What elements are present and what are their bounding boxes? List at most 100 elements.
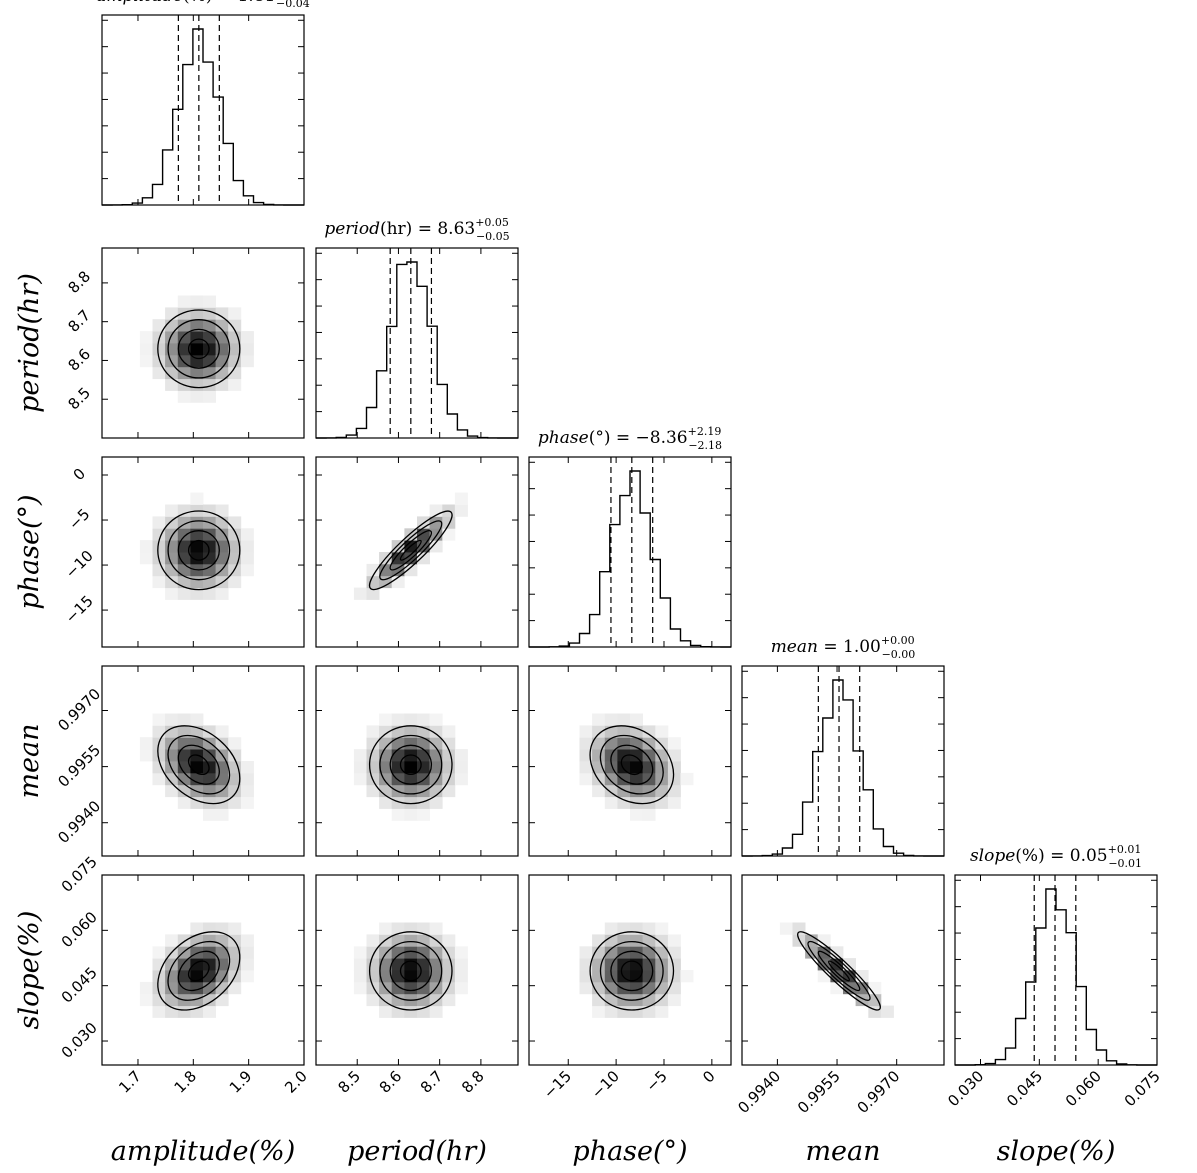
density-cell [203,354,216,368]
contour-level-1 [827,960,851,982]
density-cell [454,504,468,517]
density-cell [165,713,179,726]
density-cell [203,1005,216,1018]
density-cell [190,1005,204,1018]
density-frame [101,456,305,648]
density-cell [655,993,669,1007]
y-tick-label-period: 8.7 [64,306,94,336]
density-cell [642,761,656,774]
density-cell [177,504,191,517]
contour-level-2 [177,328,220,369]
density-cell [642,934,656,947]
density-cell [417,1005,430,1018]
density-cell [667,761,681,774]
contour-level-1 [399,539,422,561]
density-cell [655,761,669,774]
density-cell [442,934,456,947]
density-cell [228,319,242,332]
density-cell [667,737,681,750]
density-cell [203,993,216,1007]
density-cell [240,331,254,344]
density-cell [454,946,468,959]
density-cell [203,307,216,320]
density-cell [604,772,618,786]
density-cell [152,575,166,589]
density-cell [417,552,430,565]
density-cell [429,516,443,529]
density-cell [139,749,153,762]
title-minus-error: −0.00 [882,648,916,661]
density-cell [177,761,191,774]
density-cell [442,725,456,738]
density-cell [203,946,216,959]
histogram-frame [954,874,1158,1066]
density-cell [429,761,443,774]
density-cell [655,981,669,995]
density-cell [630,981,643,995]
title-text-period: period(hr) = 8.63+0.05 −0.05 [324,216,509,243]
density-cell [215,970,229,983]
density-cell [830,946,844,959]
title-median: 0.05 [1070,846,1108,866]
density-cell [617,737,631,750]
density-cell [830,981,844,995]
density-cell [190,540,204,553]
density-cell [152,540,166,553]
density-cell [379,993,393,1007]
density-cell [404,796,418,809]
density-cell [792,922,806,935]
density-cell [139,552,153,565]
density-cell [165,552,179,565]
density-cell [429,958,443,971]
x-tick-label-mean: 0.9970 [854,1067,904,1117]
density-cell [604,796,618,809]
density-cell [655,749,669,762]
density-cell [165,343,179,356]
x-tick-label-slope: 0.030 [944,1067,987,1110]
density-cell [642,808,656,821]
density-cell [190,378,204,391]
density-cell [165,772,179,786]
density-cell [391,934,405,947]
histogram-panel-phase [528,456,732,648]
density-cell [215,993,229,1007]
histogram-frame [101,14,305,206]
density-cell [139,343,153,356]
density-cell [429,772,443,786]
density-cell [642,946,656,959]
density-cell [404,1005,418,1018]
density-cell [630,713,643,726]
density-cell [617,749,631,762]
density-cell [379,970,393,983]
density-cell [630,946,643,959]
y-tick-label-period: 8.8 [64,267,94,297]
density-cell [642,725,656,738]
density-cell [417,713,430,726]
density-cell [404,981,418,995]
density-cell [353,587,367,600]
y-tick-label-slope: 0.030 [58,1019,101,1062]
density-cell [667,993,681,1007]
contour-level-1 [620,960,643,982]
density-cell [228,575,242,589]
title-minus-error: −0.04 [276,0,310,10]
y-axis-label-mean: mean [14,723,45,798]
density-cell [165,784,179,798]
density-cell [404,563,418,577]
density-cell [429,796,443,809]
x-tick-label-amplitude: 1.9 [226,1067,256,1097]
density-cell [454,958,468,971]
density-cell [165,587,179,600]
density-cell [592,1005,606,1018]
x-tick-label-slope: 0.075 [1121,1067,1164,1110]
density-cell [215,319,229,332]
y-axis-label-phase: phase(°) [14,494,45,609]
x-tick-label-slope: 0.060 [1062,1067,1105,1110]
density-cell [366,737,380,750]
density-cell [404,934,418,947]
density-frame [315,874,519,1066]
density-cell [152,946,166,959]
density-cell [379,713,393,726]
density-cell [203,378,216,391]
